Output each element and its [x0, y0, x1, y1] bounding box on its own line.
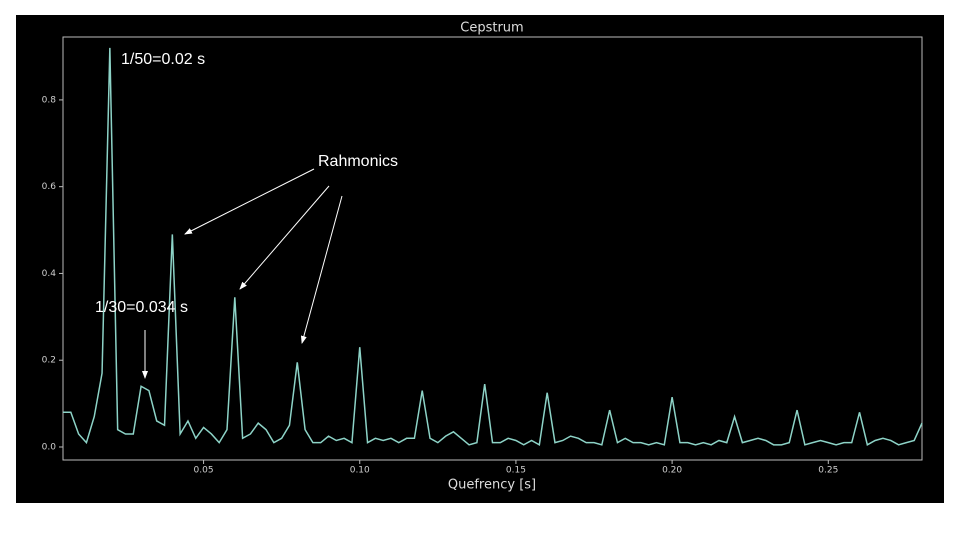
y-tick-label: 0.4	[42, 269, 57, 279]
y-tick-label: 0.6	[42, 182, 57, 192]
x-tick-label: 0.15	[506, 466, 526, 476]
figure-background	[16, 15, 944, 503]
annotation: Rahmonics	[318, 153, 398, 170]
y-tick-label: 0.0	[42, 442, 57, 452]
axes-frame	[62, 36, 923, 461]
annotation: 1/30=0.034 s	[95, 299, 188, 316]
annotation: 1/50=0.02 s	[121, 51, 205, 68]
arrow	[300, 195, 343, 344]
chart-title: Cepstrum	[460, 21, 523, 36]
line	[63, 47, 923, 447]
arrow	[184, 168, 315, 235]
y-tick-label: 0.2	[42, 356, 56, 366]
x-tick-label: 0.05	[194, 466, 214, 476]
x-axis-label: Quefrency [s]	[448, 478, 536, 493]
arrow	[239, 185, 330, 290]
x-tick-label: 0.25	[818, 466, 838, 476]
y-tick-label: 0.8	[42, 95, 57, 105]
x-tick-label: 0.10	[350, 466, 370, 476]
annotations: 1/50=0.02 s Rahmonics 1/30=0.034 s	[95, 51, 398, 379]
x-tick-label: 0.20	[662, 466, 682, 476]
